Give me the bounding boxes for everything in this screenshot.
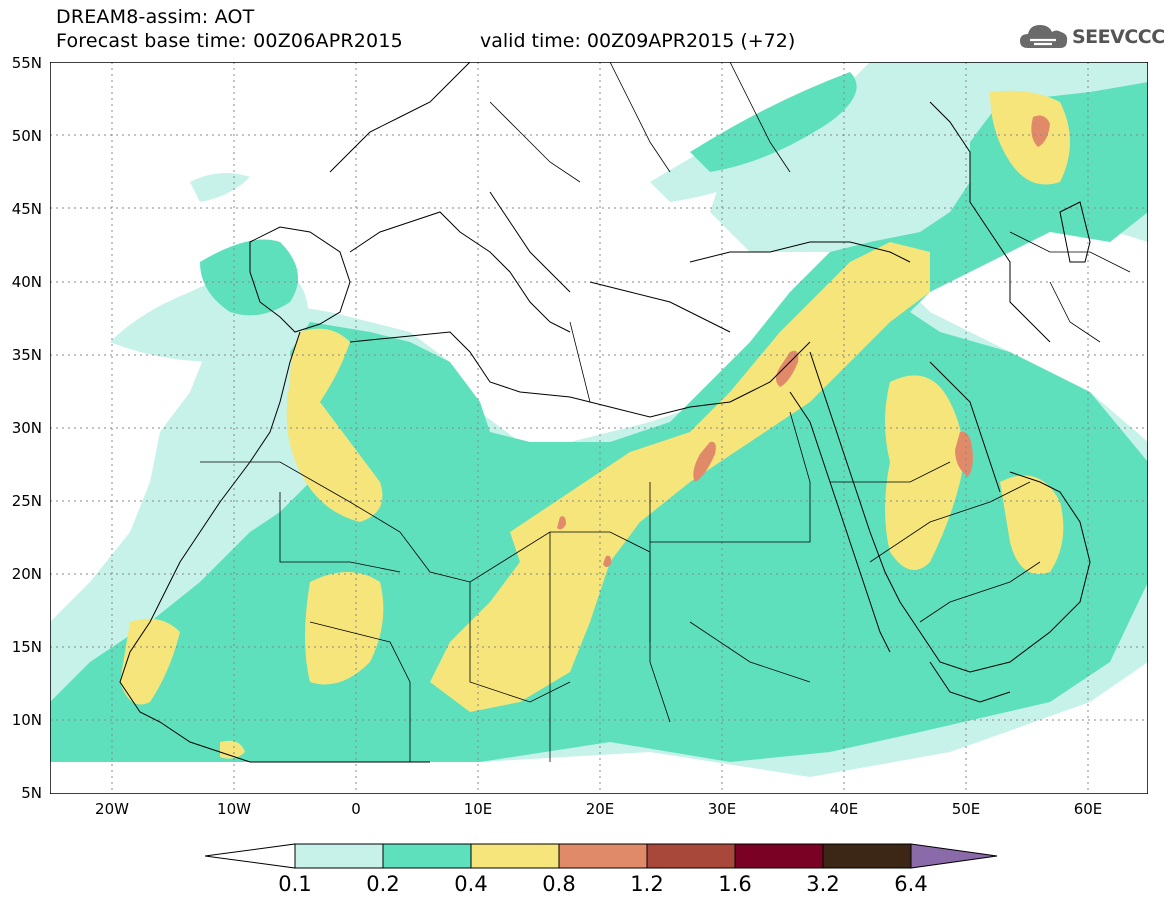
colorbar-swatch-1.2 bbox=[646, 843, 736, 869]
lon-label-10e: 10E bbox=[463, 800, 493, 818]
colorbar-label-0.8: 0.8 bbox=[542, 872, 576, 896]
cloud-icon bbox=[1020, 25, 1068, 48]
colorbar-label-1.6: 1.6 bbox=[718, 872, 752, 896]
lat-label-25n: 25N bbox=[11, 492, 42, 510]
aot-band-very-high bbox=[557, 115, 1050, 567]
valid-time: valid time: 00Z09APR2015 (+72) bbox=[480, 30, 796, 52]
colorbar-label-0.4: 0.4 bbox=[454, 872, 488, 896]
seevccc-logo: SEEVCCC bbox=[1018, 20, 1165, 54]
colorbar-label-0.2: 0.2 bbox=[366, 872, 400, 896]
colorbar-swatch-3.2 bbox=[822, 843, 912, 869]
lon-label-20e: 20E bbox=[585, 800, 615, 818]
logo-text: SEEVCCC bbox=[1072, 26, 1165, 48]
lon-label-20w: 20W bbox=[95, 800, 129, 818]
lon-label-60e: 60E bbox=[1073, 800, 1103, 818]
forecast-base-time: Forecast base time: 00Z06APR2015 bbox=[56, 30, 403, 52]
lat-label-30n: 30N bbox=[11, 419, 42, 437]
colorbar-low-arrow bbox=[205, 843, 296, 869]
colorbar-swatch-0.1 bbox=[294, 843, 384, 869]
map-title: DREAM8-assim: AOT bbox=[56, 6, 255, 28]
lat-label-40n: 40N bbox=[11, 273, 42, 291]
lon-label-40e: 40E bbox=[829, 800, 859, 818]
lat-label-15n: 15N bbox=[11, 638, 42, 656]
lat-label-5n: 5N bbox=[21, 784, 42, 802]
aot-forecast-map bbox=[50, 62, 1148, 794]
colorbar-label-6.4: 6.4 bbox=[894, 872, 928, 896]
lat-label-20n: 20N bbox=[11, 565, 42, 583]
lat-label-50n: 50N bbox=[11, 127, 42, 145]
lat-label-35n: 35N bbox=[11, 346, 42, 364]
colorbar-label-0.1: 0.1 bbox=[278, 872, 312, 896]
colorbar-high-arrow bbox=[910, 843, 998, 869]
lon-label-10w: 10W bbox=[217, 800, 251, 818]
colorbar-swatch-1.6 bbox=[734, 843, 824, 869]
lon-label-50e: 50E bbox=[951, 800, 981, 818]
lon-label-30e: 30E bbox=[707, 800, 737, 818]
coastlines bbox=[119, 62, 1091, 763]
colorbar-label-3.2: 3.2 bbox=[806, 872, 840, 896]
lat-label-55n: 55N bbox=[11, 54, 42, 72]
lon-label-0: 0 bbox=[351, 800, 361, 818]
colorbar-swatch-0.8 bbox=[558, 843, 648, 869]
lat-lon-grid bbox=[50, 62, 1148, 794]
colorbar-swatch-0.2 bbox=[382, 843, 472, 869]
colorbar-label-1.2: 1.2 bbox=[630, 872, 664, 896]
lat-label-45n: 45N bbox=[11, 200, 42, 218]
colorbar bbox=[205, 843, 998, 869]
country-borders bbox=[200, 62, 1131, 762]
lat-label-10n: 10N bbox=[11, 711, 42, 729]
colorbar-swatch-0.4 bbox=[470, 843, 560, 869]
